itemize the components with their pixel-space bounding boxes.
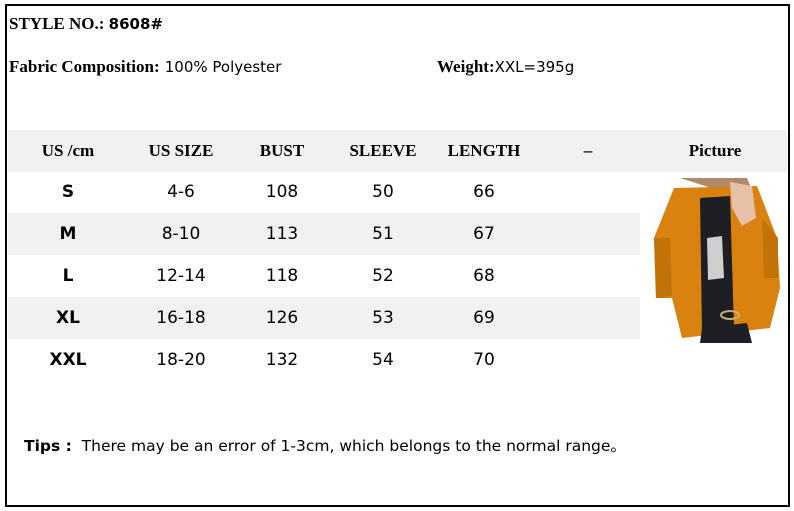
table-row: XXL 18-20 132 54 70 [8,339,640,381]
weight-label: Weight: [437,57,495,76]
table-row: S 4-6 108 50 66 [8,171,640,213]
tips-label: Tips : [24,437,72,455]
size-cell: XL [56,308,80,328]
size-cell: L [62,266,74,286]
bust-cell: 126 [265,308,299,328]
sleeve-cell: 53 [372,308,394,328]
length-cell: 70 [473,350,495,370]
bust-cell: 132 [265,350,299,370]
table-header: US /cm US SIZE BUST SLEEVE LENGTH – Pict… [8,130,787,172]
table-row: XL 16-18 126 53 69 [8,297,640,339]
header-length: LENGTH [447,141,521,160]
sleeve-cell: 50 [372,182,394,202]
bust-cell: 113 [265,224,299,244]
table-row: L 12-14 118 52 68 [8,255,640,297]
sleeve-cell: 52 [372,266,394,286]
sleeve-cell: 54 [372,350,394,370]
header-dash: – [583,141,593,160]
length-cell: 69 [473,308,495,328]
length-cell: 66 [473,182,495,202]
header-bust: BUST [259,141,305,160]
table-row: M 8-10 113 51 67 [8,213,640,255]
jacket-picture [654,178,780,343]
style-number: STYLE NO.: 8608# [9,14,163,34]
fabric-value: 100% Polyester [164,58,282,76]
weight: Weight:XXL=395g [437,57,574,77]
tips: Tips : There may be an error of 1-3cm, w… [24,434,626,456]
header-sleeve: SLEEVE [349,141,417,160]
tips-text: There may be an error of 1-3cm, which be… [81,437,626,455]
length-cell: 68 [473,266,495,286]
fabric-composition: Fabric Composition: 100% Polyester [9,57,281,77]
fabric-label: Fabric Composition: [9,57,160,76]
weight-value: XXL=395g [494,58,575,76]
style-value: 8608# [108,15,163,33]
us-size-cell: 8-10 [161,224,201,244]
bust-cell: 118 [265,266,299,286]
header-picture: Picture [688,141,742,160]
bust-cell: 108 [265,182,299,202]
size-cell: XXL [49,350,87,370]
sleeve-cell: 51 [372,224,394,244]
size-cell: M [59,224,77,244]
us-size-cell: 18-20 [156,350,206,370]
us-size-cell: 16-18 [156,308,206,328]
header-us-size: US SIZE [148,141,214,160]
header-us-cm: US /cm [41,141,95,160]
us-size-cell: 4-6 [167,182,195,202]
length-cell: 67 [473,224,495,244]
size-cell: S [61,182,75,202]
us-size-cell: 12-14 [156,266,206,286]
style-label: STYLE NO.: [9,14,105,33]
page-frame [5,4,790,507]
